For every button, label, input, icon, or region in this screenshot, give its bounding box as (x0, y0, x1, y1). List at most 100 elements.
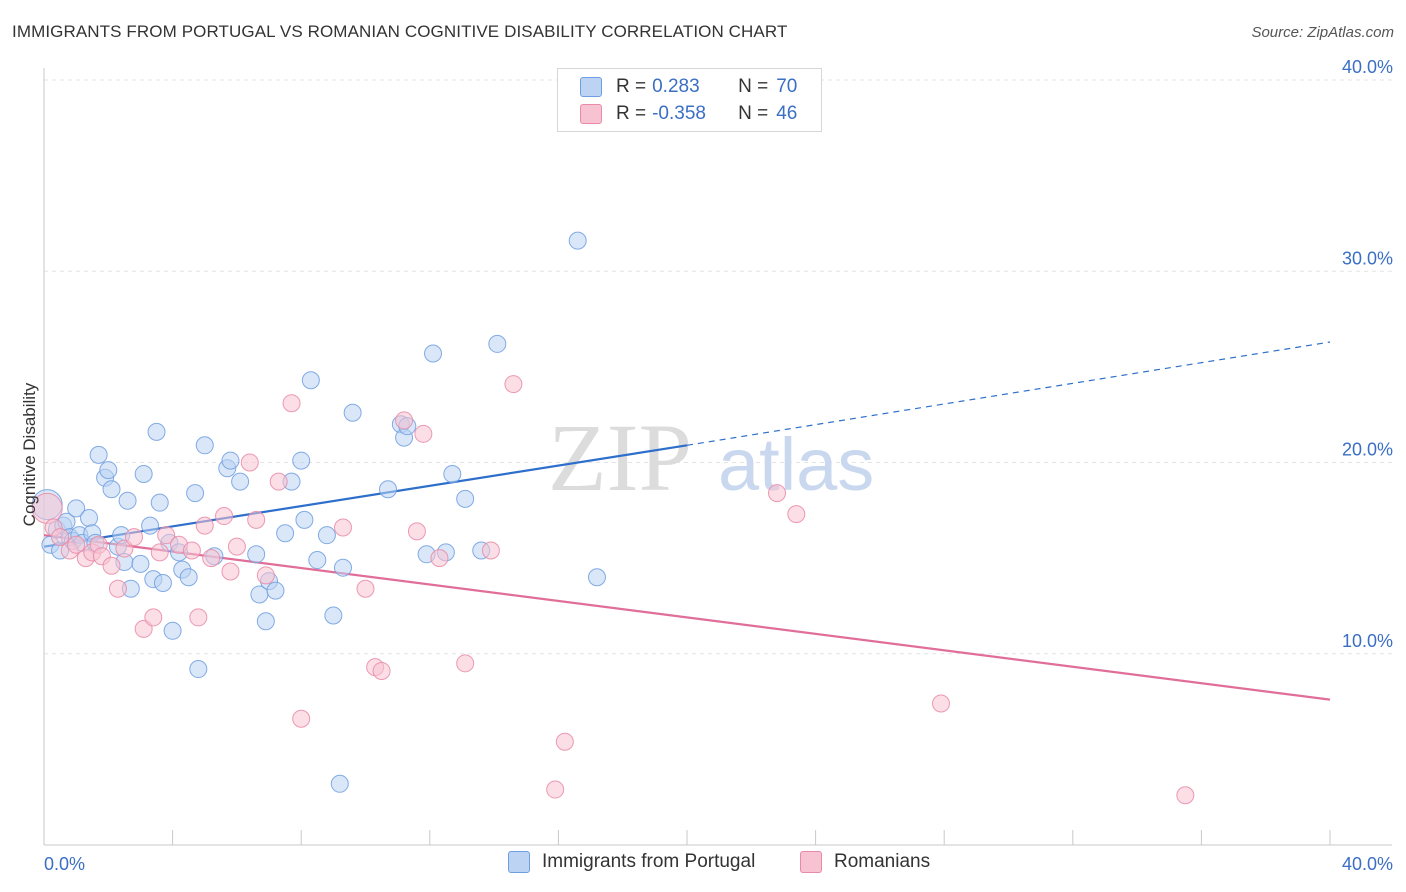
axes (43, 68, 1392, 846)
legend-swatch-portugal (580, 77, 602, 97)
portugal-point (102, 480, 121, 499)
y-tick-label: 40.0% (1342, 57, 1393, 77)
legend-n-label: N = (738, 103, 769, 124)
portugal-point (221, 451, 240, 470)
portugal-point (89, 445, 108, 464)
trendlines (43, 341, 1331, 701)
romanian-point (414, 424, 433, 443)
romanian-point (144, 608, 163, 627)
x-tick-label: 0.0% (44, 854, 85, 874)
portugal-point (141, 516, 160, 535)
romanian-point (125, 528, 144, 547)
legend-r-value: -0.358 (652, 103, 706, 124)
romanian-point (102, 556, 121, 575)
chart-title: IMMIGRANTS FROM PORTUGAL VS ROMANIAN COG… (12, 22, 788, 41)
portugal-point (333, 558, 352, 577)
romanian-point (157, 526, 176, 545)
romanian-point (247, 510, 266, 529)
bottom-legend-label-portugal: Immigrants from Portugal (542, 851, 756, 872)
romanian-point (931, 694, 950, 713)
romanian-point (372, 661, 391, 680)
legend-r-value: 0.283 (652, 76, 700, 97)
portugal-point (295, 510, 314, 529)
portugal-point (443, 464, 462, 483)
portugal-point (195, 436, 214, 455)
watermark: ZIP atlas (548, 404, 874, 511)
romanian-point (292, 709, 311, 728)
portugal-point (118, 491, 137, 510)
x-tick-label: 40.0% (1342, 854, 1393, 874)
portugal-point (330, 774, 349, 793)
romanian-point (115, 539, 134, 558)
portugal-point (456, 489, 475, 508)
romanian-point (430, 549, 449, 568)
legend-r-label: R = (616, 76, 647, 97)
romanian-point (215, 507, 234, 526)
portugal-point (179, 568, 198, 587)
correlation-legend: R = 0.283 N = 70 R = -0.358 N = 46 (557, 68, 822, 132)
portugal-point (150, 493, 169, 512)
grid-lines (44, 79, 1392, 655)
portugal-point (266, 581, 285, 600)
legend-swatch-romanians (580, 104, 602, 124)
portugal-point (343, 403, 362, 422)
romanian-point (1176, 786, 1195, 805)
legend-row-portugal: R = 0.283 N = 70 (580, 74, 797, 100)
portugal-point (67, 499, 86, 518)
portugal-point (99, 461, 118, 480)
portugal-point (276, 524, 295, 543)
y-tick-label: 10.0% (1342, 631, 1393, 651)
romanian-point (395, 411, 414, 430)
romanian-point (227, 537, 246, 556)
romanian-point (356, 579, 375, 598)
romanian-point (333, 518, 352, 537)
legend-n-label: N = (738, 76, 769, 97)
romanian-point (195, 516, 214, 535)
portugal-point (153, 573, 172, 592)
romanian-point (182, 541, 201, 560)
portugal-point (247, 545, 266, 564)
watermark-atlas: atlas (718, 423, 874, 506)
romanian-point (546, 780, 565, 799)
portugal-point (587, 568, 606, 587)
bottom-legend-portugal: Immigrants from Portugal (508, 851, 755, 873)
y-tick-label: 30.0% (1342, 248, 1393, 268)
y-axis-label: Cognitive Disability (20, 382, 39, 526)
portugal-point (80, 508, 99, 527)
bottom-legend-swatch-romanians (800, 851, 822, 873)
romanian-point (555, 732, 574, 751)
romanian-point (269, 472, 288, 491)
source-label: Source: ZipAtlas.com (1251, 24, 1394, 41)
axis-labels: 10.0% 20.0% 30.0% 40.0% 0.0% 40.0% Cognitive D… (20, 57, 1393, 874)
portugal-point (488, 334, 507, 353)
legend-row-romanians: R = -0.358 N = 46 (580, 101, 797, 127)
romanian-point (108, 579, 127, 598)
romanian-point (456, 654, 475, 673)
romanian-point (787, 505, 806, 524)
portugal-point (317, 526, 336, 545)
portugal-point (568, 231, 587, 250)
portugal-point (324, 606, 343, 625)
portugal-point (379, 480, 398, 499)
romanian-point (240, 453, 259, 472)
legend-r-label: R = (616, 103, 647, 124)
portugal-point (301, 371, 320, 390)
legend-n-value: 70 (776, 76, 798, 97)
portugal-point (131, 554, 150, 573)
romanian-point (768, 484, 787, 503)
portugal-point (186, 484, 205, 503)
romanian-point (150, 543, 169, 562)
portugal-trendline-extension (686, 341, 1331, 446)
portugal-point (189, 660, 208, 679)
portugal-point (147, 422, 166, 441)
romanian-point (67, 535, 86, 554)
portugal-point (256, 612, 275, 631)
portugal-point (424, 344, 443, 363)
romanian-point (221, 562, 240, 581)
portugal-point (308, 551, 327, 570)
watermark-zip: ZIP (548, 404, 692, 511)
portugal-point (292, 451, 311, 470)
y-tick-label: 20.0% (1342, 440, 1393, 460)
bottom-legend-romanians: Romanians (800, 851, 930, 873)
